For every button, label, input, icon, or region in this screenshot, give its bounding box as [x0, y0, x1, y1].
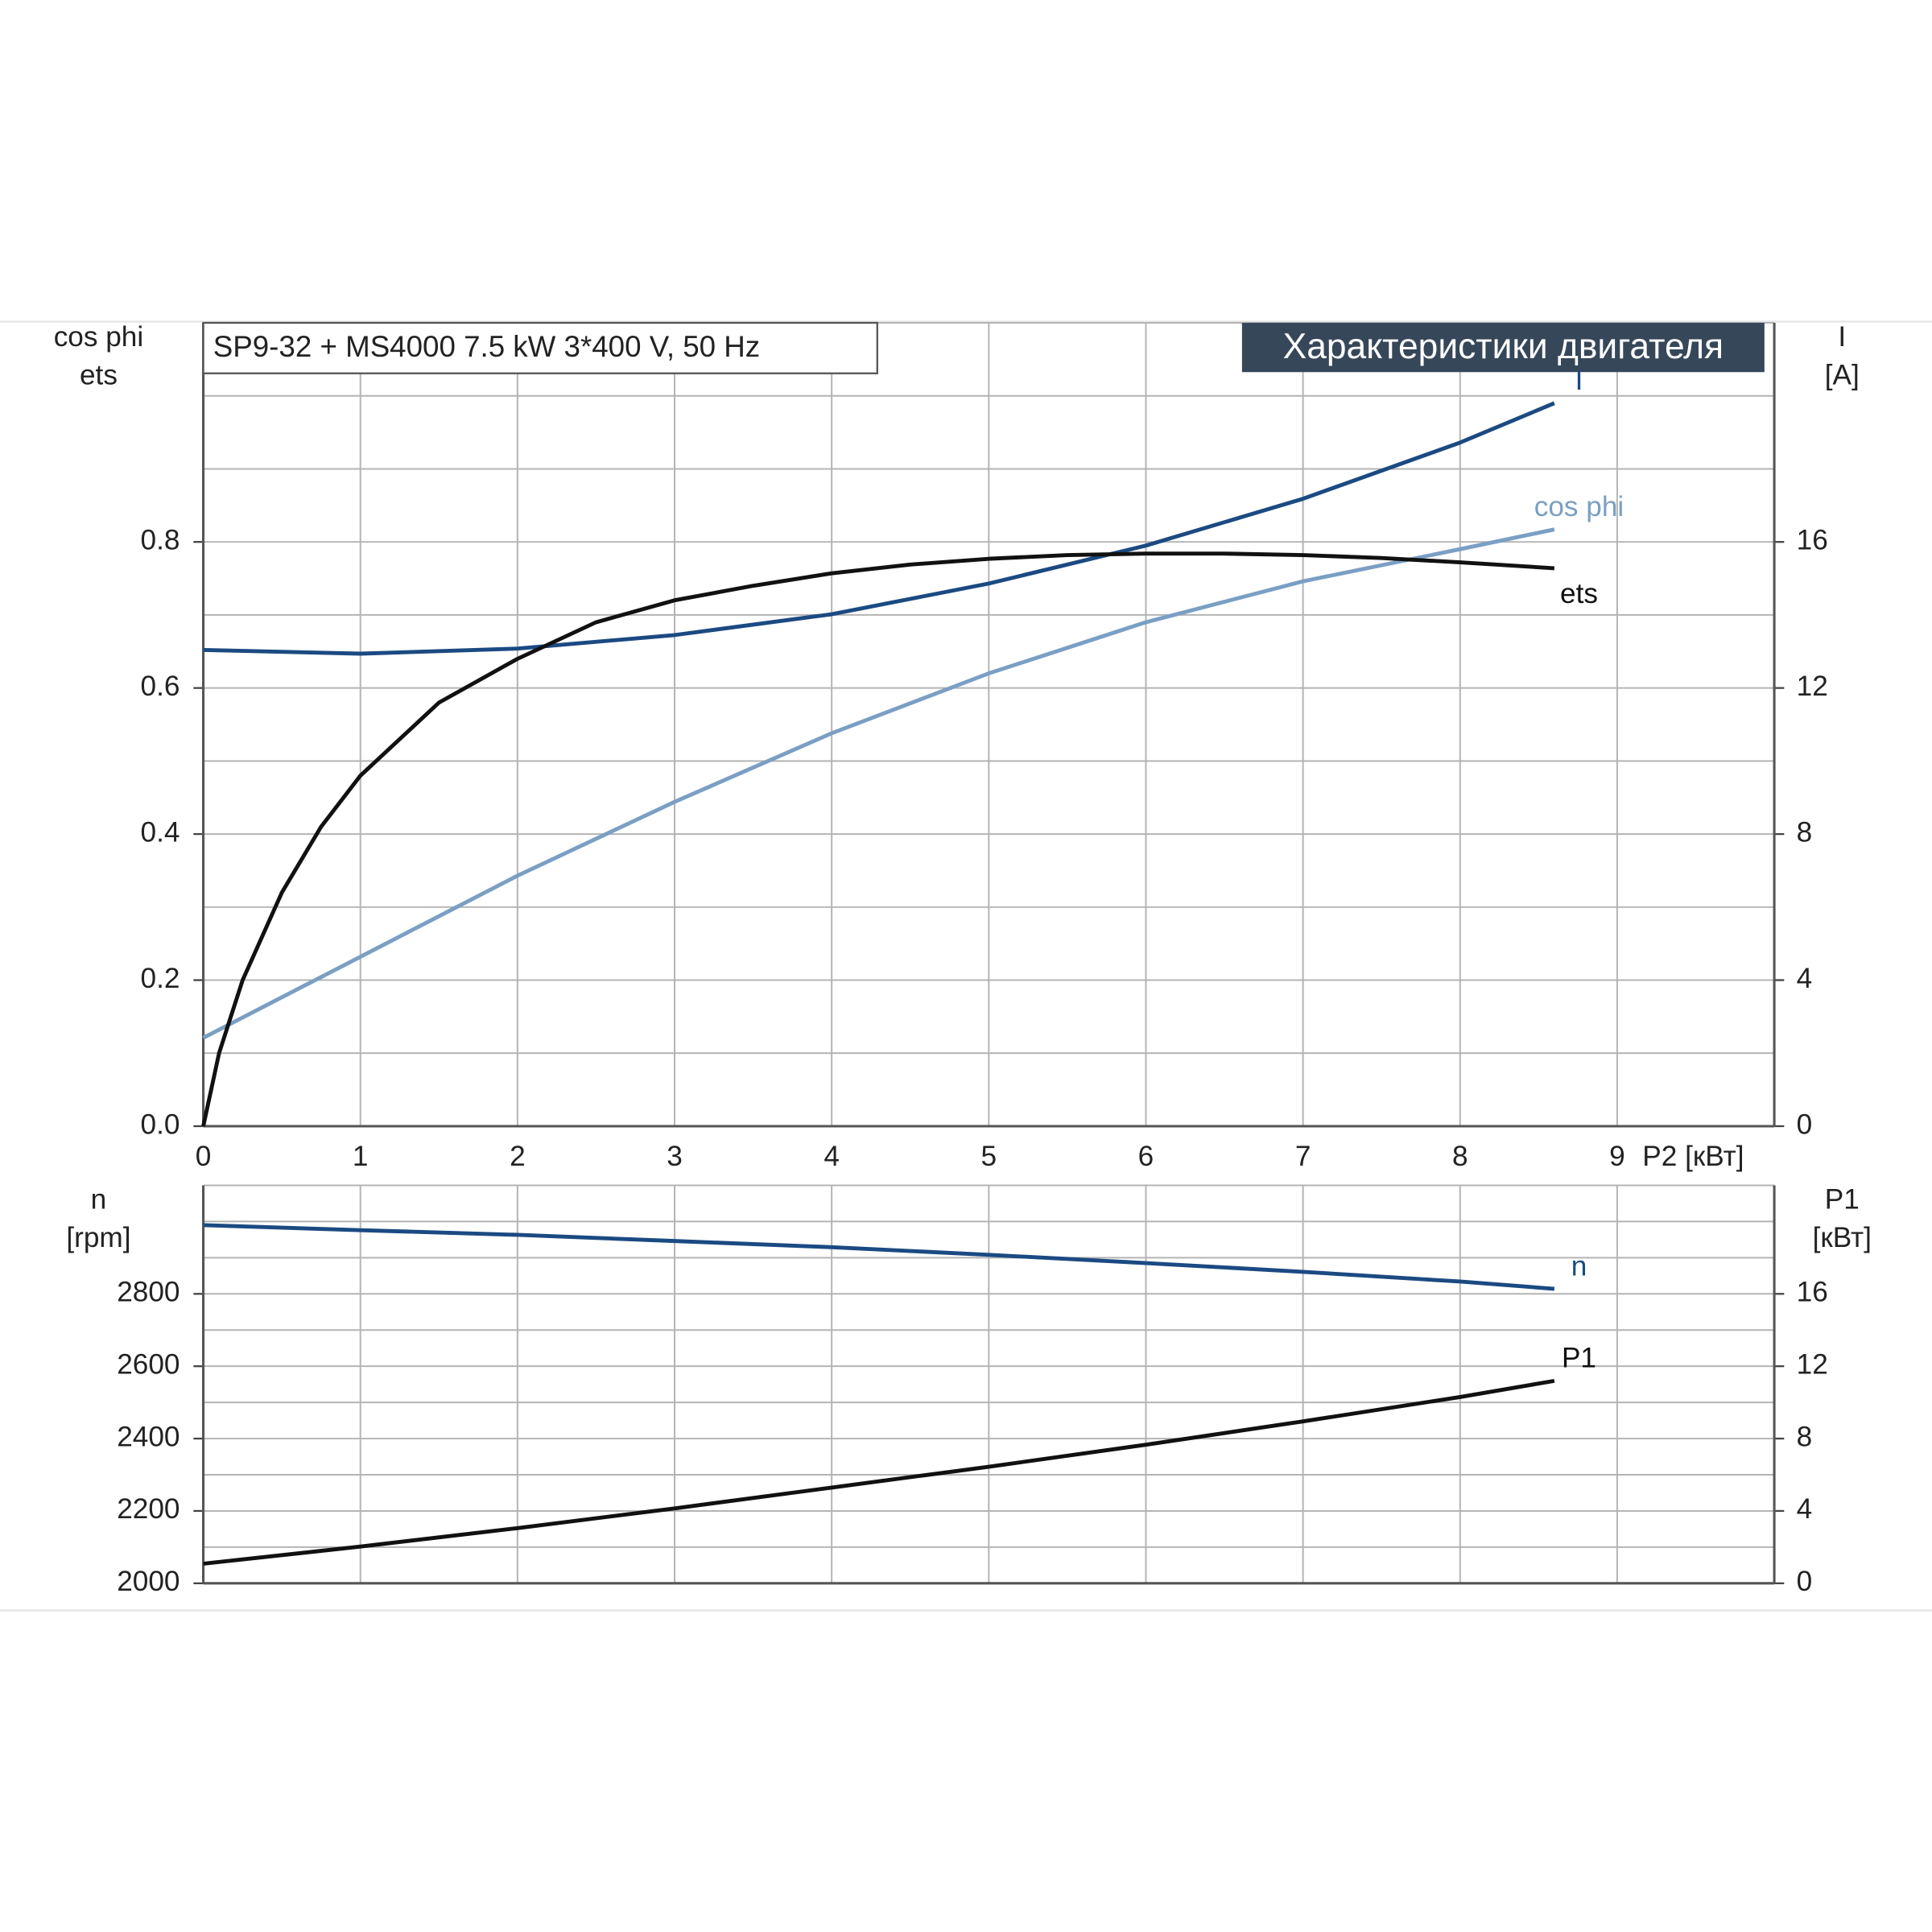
x-tick-label: 7 — [1295, 1141, 1311, 1172]
series-line — [201, 551, 1555, 1127]
y-tick-label: 0.0 — [141, 1108, 180, 1140]
x-tick-label: 4 — [824, 1141, 840, 1172]
y-tick-label: 2000 — [117, 1566, 180, 1597]
y-tick-label: 0.4 — [141, 816, 180, 848]
series-line — [203, 1223, 1555, 1291]
x-tick-label: 9 — [1609, 1141, 1625, 1172]
x-tick-label: 1 — [353, 1141, 369, 1172]
y-axis-label: ets — [80, 360, 118, 391]
header: Характеристики двигателя — [1283, 327, 1724, 366]
y2-tick-label: 16 — [1797, 1277, 1828, 1308]
series-label: P1 — [1562, 1343, 1596, 1374]
chart-title: SP9-32 + MS4000 7.5 kW 3*400 V, 50 Hz — [213, 330, 760, 363]
series-label: n — [1571, 1250, 1587, 1282]
x-tick-label: 0 — [196, 1141, 212, 1172]
y-tick-label: 2600 — [117, 1348, 180, 1380]
y-tick-label: 2800 — [117, 1277, 180, 1308]
y2-tick-label: 12 — [1797, 671, 1828, 702]
y2-tick-label: 8 — [1797, 816, 1813, 848]
grid-layer — [193, 322, 1785, 1585]
y2-tick-label: 12 — [1797, 1348, 1828, 1380]
x-tick-label: 3 — [667, 1141, 683, 1172]
series-line — [203, 1378, 1555, 1566]
y-axis-label: cos phi — [54, 321, 144, 353]
y2-tick-label: 4 — [1797, 963, 1813, 994]
mark-layer — [201, 401, 1555, 1566]
series-label: cos phi — [1534, 491, 1624, 522]
series-label: I — [1575, 365, 1583, 396]
y2-axis-label: P1 — [1825, 1184, 1860, 1216]
y2-tick-label: 0 — [1797, 1566, 1813, 1597]
x-tick-label: 2 — [510, 1141, 526, 1172]
series-line — [202, 527, 1555, 1040]
x-tick-label: 6 — [1138, 1141, 1154, 1172]
y2-tick-label: 16 — [1797, 524, 1828, 555]
x-tick-label: 8 — [1452, 1141, 1468, 1172]
y-tick-label: 0.8 — [141, 524, 180, 555]
header-box — [1241, 323, 1765, 373]
y2-tick-label: 8 — [1797, 1421, 1813, 1452]
y-axis-label: [rpm] — [66, 1222, 130, 1253]
y-tick-label: 0.6 — [141, 671, 180, 702]
y-tick-label: 0.2 — [141, 963, 180, 994]
y2-axis-label: [A] — [1825, 360, 1860, 391]
title-box — [202, 321, 878, 374]
series-label: ets — [1560, 578, 1598, 609]
y2-axis-label: [кВт] — [1813, 1222, 1872, 1253]
y2-tick-label: 0 — [1797, 1108, 1813, 1140]
y-tick-label: 2400 — [117, 1421, 180, 1452]
y2-axis-label: I — [1838, 321, 1846, 353]
y-axis-label: n — [91, 1184, 107, 1216]
series-line — [203, 401, 1555, 656]
x-tick-label: 5 — [981, 1141, 997, 1172]
x-axis-label: P2 [кВт] — [1642, 1141, 1744, 1172]
y-tick-label: 2200 — [117, 1493, 180, 1525]
y2-tick-label: 4 — [1797, 1493, 1813, 1525]
